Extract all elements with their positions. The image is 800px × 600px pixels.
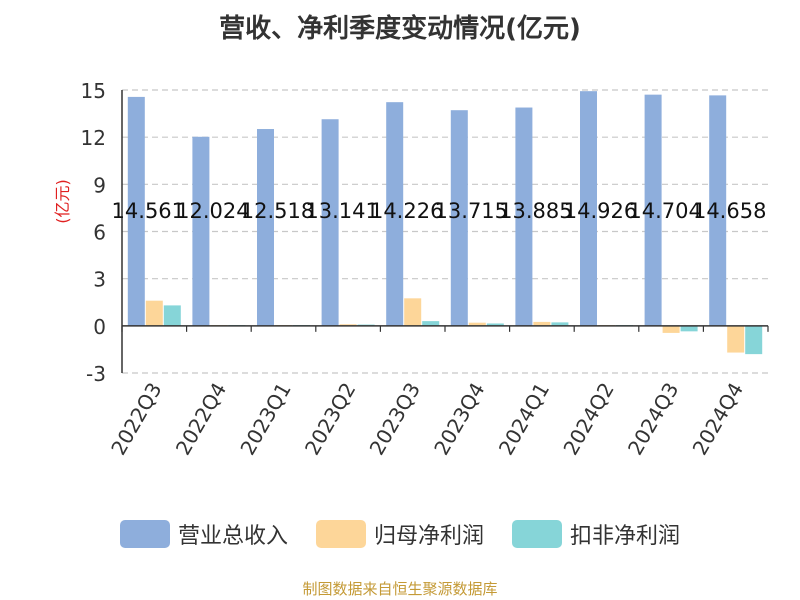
bar-revenue-2023Q3 [386,102,404,326]
x-tick-label: 2024Q3 [623,378,683,459]
y-tick-label: 3 [93,268,106,292]
legend-swatch [315,520,366,548]
x-tick-label: 2024Q1 [494,378,554,459]
bar-net-profit-2023Q4 [468,322,486,326]
bar-revenue-2024Q4 [709,95,727,326]
x-tick-label: 2024Q4 [688,378,748,459]
chart-title: 营收、净利季度变动情况(亿元) [219,14,581,44]
bar-revenue-2023Q1 [257,129,274,326]
bar-revenue-2023Q2 [321,119,339,326]
legend-swatch [512,520,562,548]
bar-revenue-2023Q4 [450,110,468,326]
x-tick-label: 2023Q3 [365,378,425,459]
bar-net-profit-2023Q2 [339,324,357,326]
bar-revenue-2024Q3 [644,94,662,326]
x-tick-label: 2024Q2 [558,378,618,459]
x-tick-label: 2023Q4 [429,378,489,459]
source-note: 制图数据来自恒生聚源数据库 [302,580,498,598]
bar-net-profit-2023Q3 [404,298,422,326]
data-label: 13.141 [305,199,378,223]
y-tick-label: 12 [81,126,106,150]
data-label: 14.704 [628,199,701,223]
y-tick-label: -3 [86,362,106,386]
bar-deducted-net-profit-2023Q4 [486,323,504,326]
data-label: 13.715 [435,199,508,223]
bar-chart: -3 0 3 6 9 12 15 (亿元) 14.561 2022Q3 12.024 2022Q4 12… [53,79,769,459]
y-tick-label: 6 [93,221,106,245]
data-label: 12.518 [241,199,314,223]
bar-deducted-net-profit-2024Q1 [551,322,569,326]
legend-item[interactable]: 扣非净利润 [512,518,680,550]
bar-revenue-2022Q3 [127,96,145,326]
y-tick-label: 0 [93,315,106,339]
y-tick-label: 9 [93,173,106,197]
x-tick-label: 2022Q4 [171,378,231,459]
data-label: 14.561 [112,199,185,223]
bar-deducted-net-profit-2024Q3 [680,325,698,332]
legend: 营业总收入 归母净利润 扣非净利润 [0,518,800,550]
bar-revenue-2022Q4 [192,136,210,326]
legend-item[interactable]: 归母净利润 [315,518,484,550]
x-tick-label: 2023Q1 [235,378,295,459]
bar-revenue-2024Q2 [580,91,597,326]
legend-label: 归母净利润 [373,524,484,549]
bar-deducted-net-profit-2023Q3 [422,321,440,326]
bar-deducted-net-profit-2024Q4 [745,325,763,355]
x-tick-label: 2023Q2 [300,378,360,459]
bar-revenue-2024Q1 [515,107,533,326]
bar-net-profit-2024Q4 [727,325,745,353]
bar-net-profit-2024Q1 [533,321,551,326]
data-label: 13.885 [499,199,572,223]
data-label: 12.024 [176,199,249,223]
data-label: 14.226 [370,199,443,223]
legend-item[interactable]: 营业总收入 [119,518,288,550]
y-tick-label: 15 [81,79,106,103]
x-tick-label: 2022Q3 [106,378,166,459]
bar-net-profit-2024Q3 [662,325,680,333]
bar-deducted-net-profit-2022Q3 [163,305,181,326]
y-axis-label: (亿元) [53,179,72,224]
bar-net-profit-2022Q3 [145,300,163,326]
data-label: 14.658 [693,199,766,223]
legend-label: 营业总收入 [177,524,288,549]
data-label: 14.926 [564,199,637,223]
legend-label: 扣非净利润 [570,524,681,549]
legend-swatch [119,520,170,548]
